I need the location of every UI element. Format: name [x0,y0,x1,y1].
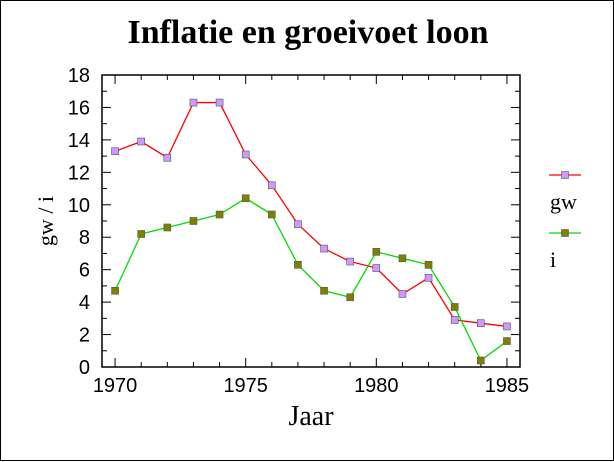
data-point-i [450,303,459,311]
data-point-gw [450,316,459,324]
y-tick-label: 12 [68,162,90,184]
data-point-gw [346,257,354,266]
data-point-i [189,217,198,225]
series-i [111,194,511,365]
data-point-gw [320,244,328,253]
data-point-gw [163,153,172,162]
y-tick-label: 18 [68,65,90,87]
y-tick-label: 8 [79,227,90,249]
data-point-gw [215,98,224,107]
x-tick-label: 1970 [93,375,138,397]
y-tick-label: 0 [79,357,90,379]
series-layer [111,98,511,365]
x-tick-label: 1975 [223,375,268,397]
data-point-i [163,223,172,232]
data-point-i [372,248,381,256]
x-tick-label: 1980 [354,375,399,397]
series-line-gw [114,101,508,328]
series-line-i [114,197,508,362]
data-point-gw [241,150,250,159]
legend-label-i: i [550,247,556,272]
data-point-gw [189,98,198,107]
data-point-i [320,286,328,295]
data-point-gw [424,273,433,282]
chart-title: Inflatie en groeivoet loon [127,14,488,51]
data-point-i [398,254,407,263]
data-point-gw [372,264,381,272]
data-point-i [241,194,250,203]
data-point-i [294,260,302,269]
data-point-gw [503,322,511,331]
x-axis-label: Jaar [288,401,334,432]
y-tick-label: 6 [79,260,90,282]
data-point-gw [111,147,119,156]
y-tick-label: 2 [79,325,90,347]
data-point-i [424,260,433,269]
data-point-i [503,337,511,345]
y-tick-label: 16 [68,97,90,119]
legend: gw i [549,171,581,272]
axes: 0 2 4 6 8 10 12 14 16 18 1970 1975 1980 1985 [68,65,529,397]
data-point-gw [398,290,407,298]
data-point-i [346,293,354,302]
y-tick-label: 4 [79,292,90,314]
data-point-gw [137,137,145,146]
y-axis-label: gw / i [33,196,58,246]
data-point-i [477,356,485,365]
legend-label-gw: gw [550,189,577,214]
y-tick-label: 10 [68,195,90,217]
data-point-gw [477,319,485,328]
data-point-i [215,210,224,219]
data-point-i [111,286,119,295]
legend-marker-i [561,229,569,237]
data-point-i [137,230,145,238]
y-tick-label: 14 [68,130,90,152]
x-tick-label: 1985 [485,375,530,397]
legend-marker-gw [561,171,569,179]
data-point-gw [294,220,302,229]
series-gw [111,98,511,331]
data-point-gw [268,181,276,190]
data-point-i [268,210,276,219]
